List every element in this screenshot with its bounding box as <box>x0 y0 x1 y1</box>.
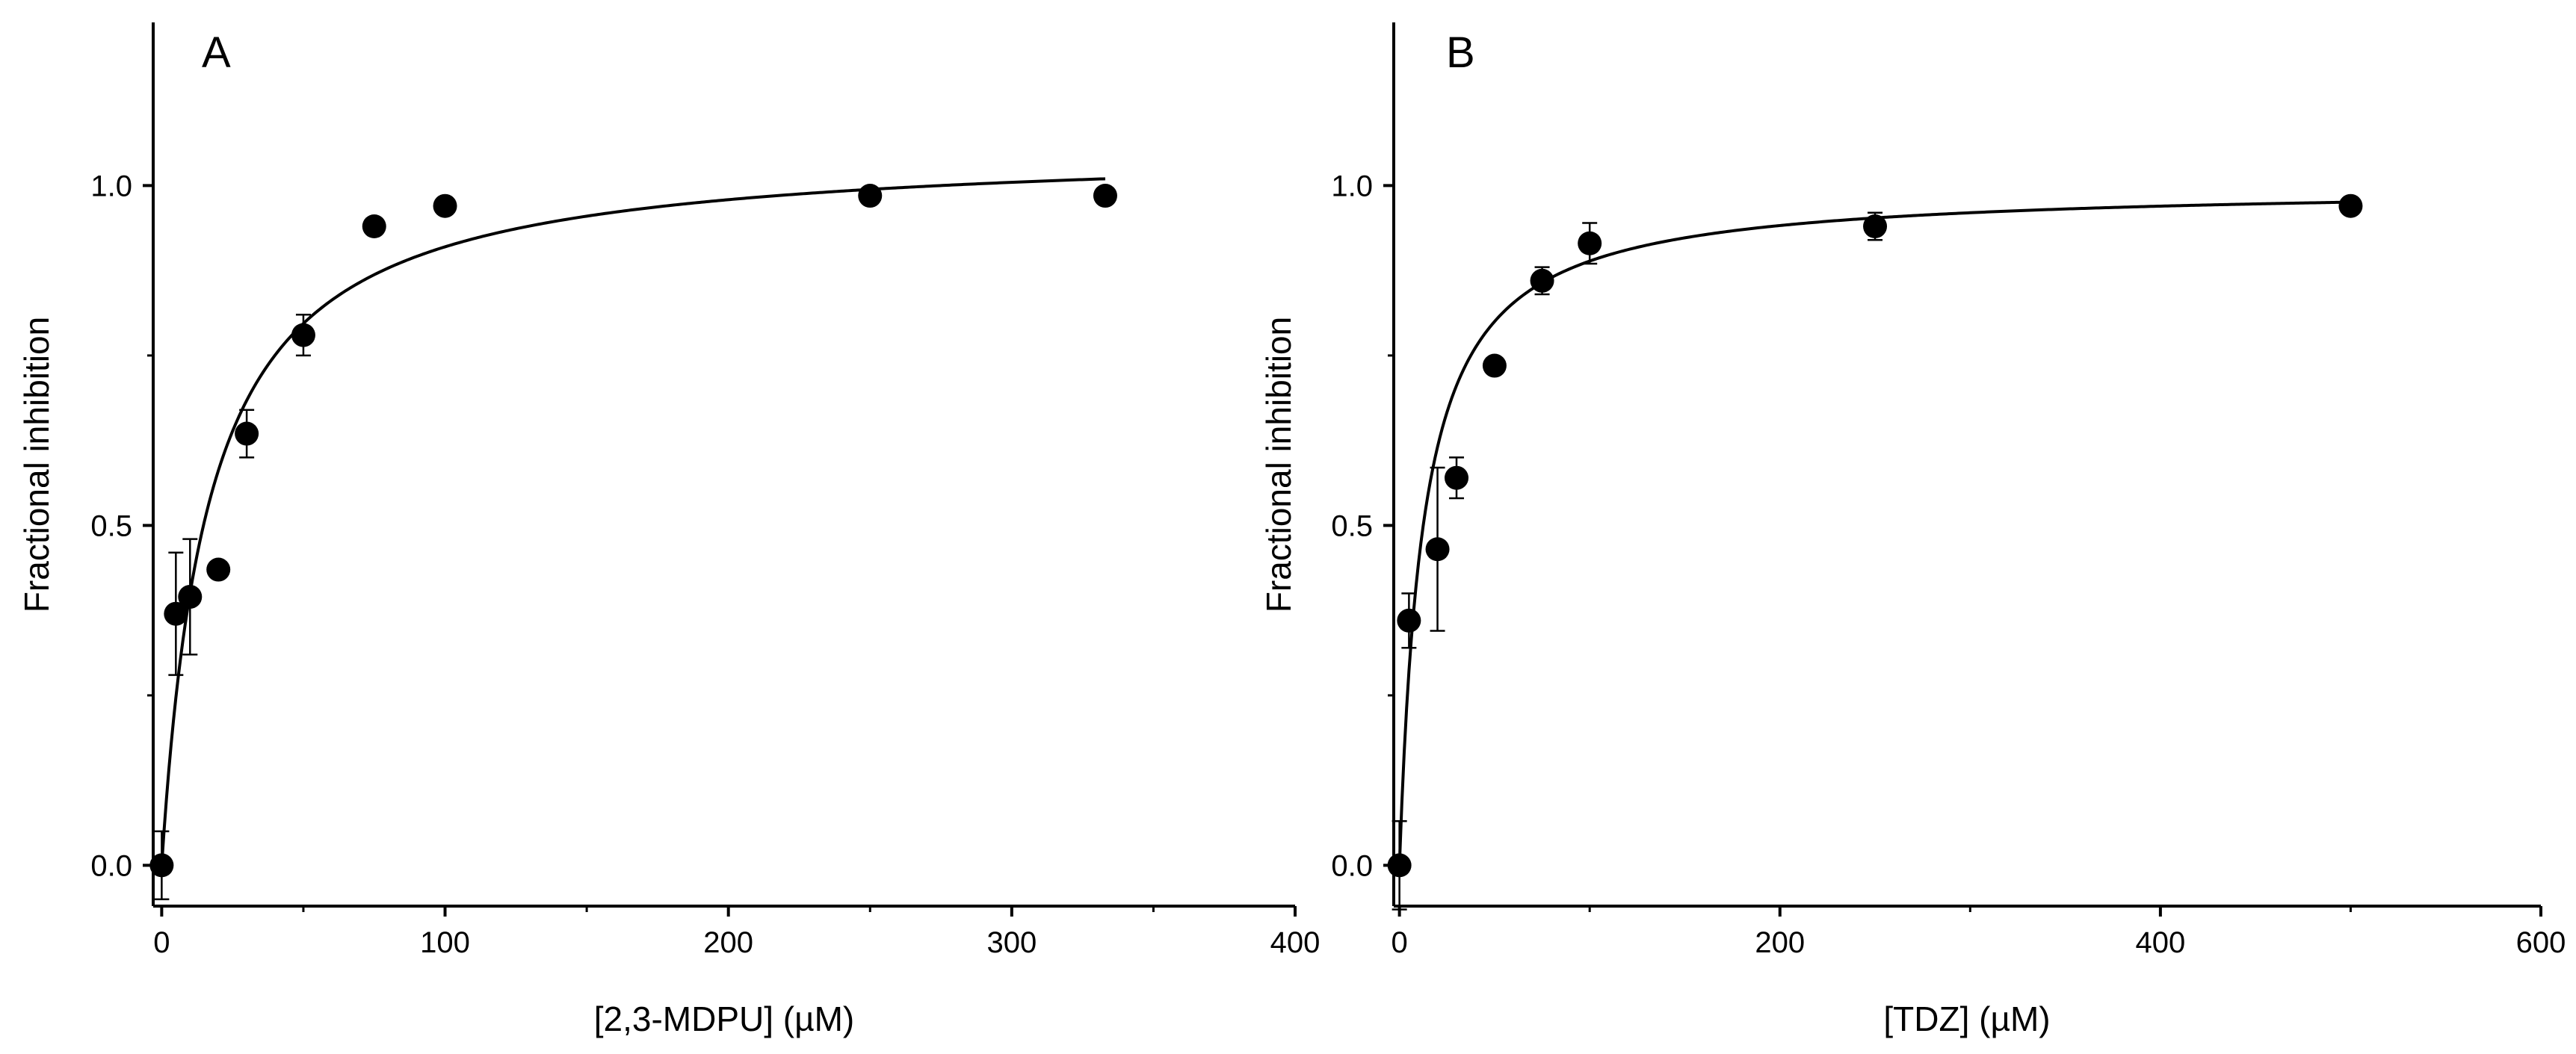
panel-b-y-axis-title: Fractional inhibition <box>1259 317 1298 613</box>
panel-b-data-point <box>1397 608 1421 633</box>
panel-b-ticks: 0 200 400 600 0.0 0.5 1.0 <box>1331 170 2566 959</box>
panel-b-data-point <box>1425 537 1450 562</box>
panel-a-y-tick-label: 0.0 <box>90 849 132 882</box>
panel-a-x-tick-label: 400 <box>1270 926 1321 959</box>
panel-a-y-axis-title: Fractional inhibition <box>17 317 56 613</box>
panel-b-data-point <box>1863 214 1888 238</box>
panel-b-x-tick-label: 0 <box>1392 926 1408 959</box>
panel-a-data-point <box>1093 184 1117 208</box>
panel-a-x-tick-label: 200 <box>703 926 753 959</box>
panel-b-x-axis-title: [TDZ] (µM) <box>1883 999 2050 1038</box>
panel-b-x-tick-label: 600 <box>2516 926 2566 959</box>
panel-b-y-tick-label: 0.5 <box>1331 509 1373 542</box>
panel-b-data-point <box>2338 193 2363 218</box>
panel-b: B 0 200 400 600 0.0 0.5 1.0 [TDZ] (µM) Fractio… <box>1259 22 2566 1038</box>
panel-a-data-point <box>235 421 259 446</box>
panel-a: A 0 100 200 300 400 0.0 0.5 1.0 [2,3-MDPU] (µM)… <box>17 22 1320 1038</box>
panel-a-fit-curve <box>160 177 1106 866</box>
panel-b-data-point <box>1530 268 1554 293</box>
panel-a-letter: A <box>202 28 231 77</box>
panel-b-data-point <box>1482 353 1507 378</box>
panel-a-data-point <box>206 557 231 582</box>
panel-b-y-tick-label: 1.0 <box>1331 170 1373 202</box>
panel-a-data-point <box>858 184 883 208</box>
panel-b-points <box>1387 193 2363 911</box>
panel-a-y-tick-label: 0.5 <box>90 509 132 542</box>
panel-b-letter: B <box>1446 28 1475 77</box>
panel-a-data-point <box>164 601 188 626</box>
panel-b-x-tick-label: 200 <box>1755 926 1805 959</box>
panel-b-data-point <box>1387 853 1412 878</box>
panel-a-data-point <box>178 584 203 609</box>
panel-a-x-axis-title: [2,3-MDPU] (µM) <box>594 999 855 1038</box>
panel-b-data-point <box>1578 231 1602 255</box>
panel-a-ticks: 0 100 200 300 400 0.0 0.5 1.0 <box>90 170 1320 959</box>
panel-a-data-point <box>433 193 457 218</box>
panel-a-data-point <box>149 853 174 878</box>
panel-b-data-point <box>1445 465 1469 490</box>
panel-a-points <box>149 184 1117 901</box>
panel-b-x-tick-label: 400 <box>2136 926 2186 959</box>
panel-b-fit-curve <box>1397 200 2351 866</box>
panel-a-x-tick-label: 100 <box>420 926 470 959</box>
panel-a-data-point <box>362 214 386 238</box>
panel-a-data-point <box>291 323 315 347</box>
panel-a-x-tick-label: 0 <box>153 926 170 959</box>
panel-a-x-tick-label: 300 <box>986 926 1037 959</box>
panel-a-y-tick-label: 1.0 <box>90 170 132 202</box>
panel-b-y-tick-label: 0.0 <box>1331 849 1373 882</box>
